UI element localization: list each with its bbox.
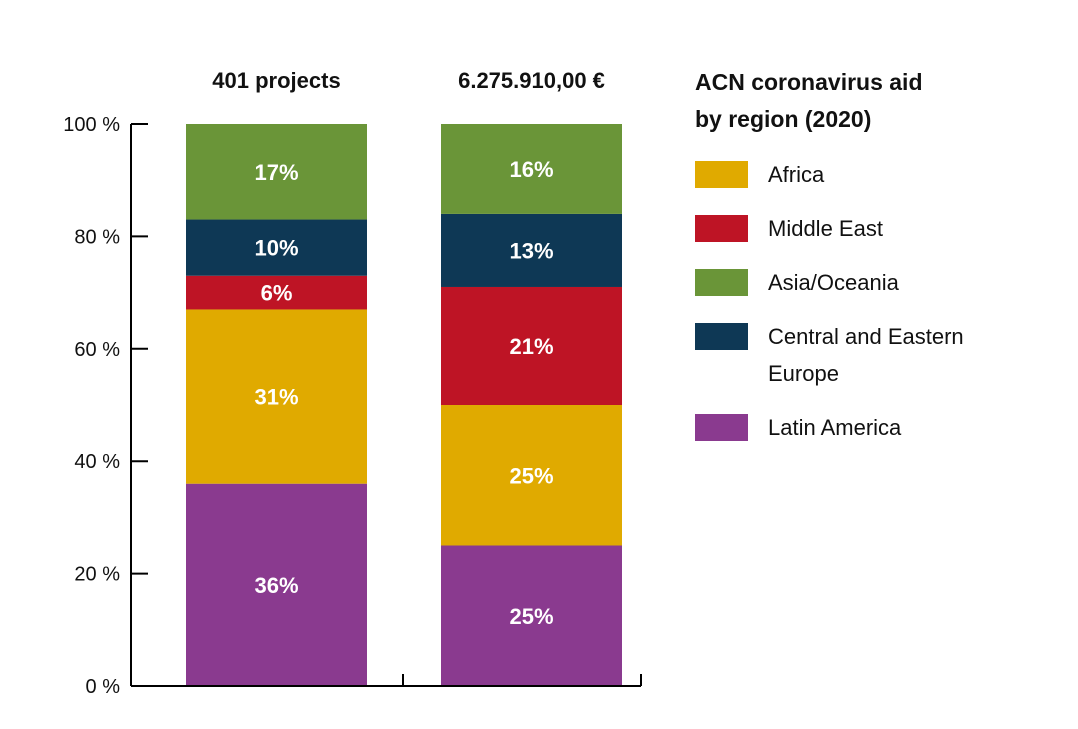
legend-title-line-2: by region (2020) — [695, 106, 872, 132]
legend-item-asia-oceania: Asia/Oceania — [695, 264, 1065, 301]
bar-2-middle-east — [441, 286, 622, 405]
data-label-2-latin-america: 25% — [509, 604, 553, 629]
legend-item-latin-america: Latin America — [695, 409, 1065, 446]
data-label-1-latin-america: 36% — [254, 573, 298, 598]
legend-swatch-latin-america — [695, 414, 748, 441]
category-label-1: 401 projects — [212, 68, 340, 93]
data-label-2-central-and-eastern-europe: 13% — [509, 238, 553, 263]
legend: ACN coronavirus aid by region (2020) Afr… — [695, 64, 1065, 463]
bar-2-asia-oceania — [441, 124, 622, 214]
data-label-2-asia-oceania: 16% — [509, 157, 553, 182]
y-tick-label-20: 20 % — [74, 564, 120, 586]
legend-title-line-1: ACN coronavirus aid — [695, 69, 923, 95]
legend-label-africa: Africa — [768, 162, 825, 187]
legend-swatch-central-eastern-europe — [695, 323, 748, 350]
y-tick-label-80: 80 % — [74, 226, 120, 248]
data-label-2-middle-east: 21% — [509, 334, 553, 359]
legend-item-middle-east: Middle East — [695, 210, 1065, 247]
y-tick-label-40: 40 % — [74, 451, 120, 473]
bar-1-latin-america — [186, 483, 367, 686]
legend-label-central-eastern-europe: Central and Eastern Europe — [768, 324, 964, 386]
legend-label-asia-oceania: Asia/Oceania — [768, 270, 899, 295]
bar-1-asia-oceania — [186, 124, 367, 220]
data-label-1-central-and-eastern-europe: 10% — [254, 236, 298, 261]
y-tick-label-60: 60 % — [74, 339, 120, 361]
bar-2-latin-america — [441, 545, 622, 686]
data-label-1-asia-oceania: 17% — [254, 160, 298, 185]
data-label-2-africa: 25% — [509, 463, 553, 488]
data-label-1-africa: 31% — [254, 385, 298, 410]
legend-swatch-africa — [695, 161, 748, 188]
legend-item-africa: Africa — [695, 156, 1065, 193]
bar-1-central-and-eastern-europe — [186, 219, 367, 276]
legend-label-latin-america: Latin America — [768, 415, 902, 440]
bar-1-middle-east — [186, 275, 367, 310]
bar-2-africa — [441, 405, 622, 546]
legend-swatch-middle-east — [695, 215, 748, 242]
y-tick-label-0: 0 % — [86, 676, 121, 698]
legend-item-central-eastern-europe: Central and Eastern Europe — [695, 318, 1028, 392]
bar-2-central-and-eastern-europe — [441, 213, 622, 287]
legend-title: ACN coronavirus aid by region (2020) — [695, 64, 1065, 138]
category-label-2: 6.275.910,00 € — [458, 68, 605, 93]
legend-swatch-asia-oceania — [695, 269, 748, 296]
legend-label-middle-east: Middle East — [768, 216, 883, 241]
data-label-1-middle-east: 6% — [261, 281, 293, 306]
bar-1-africa — [186, 309, 367, 484]
y-tick-label-100: 100 % — [63, 114, 120, 136]
